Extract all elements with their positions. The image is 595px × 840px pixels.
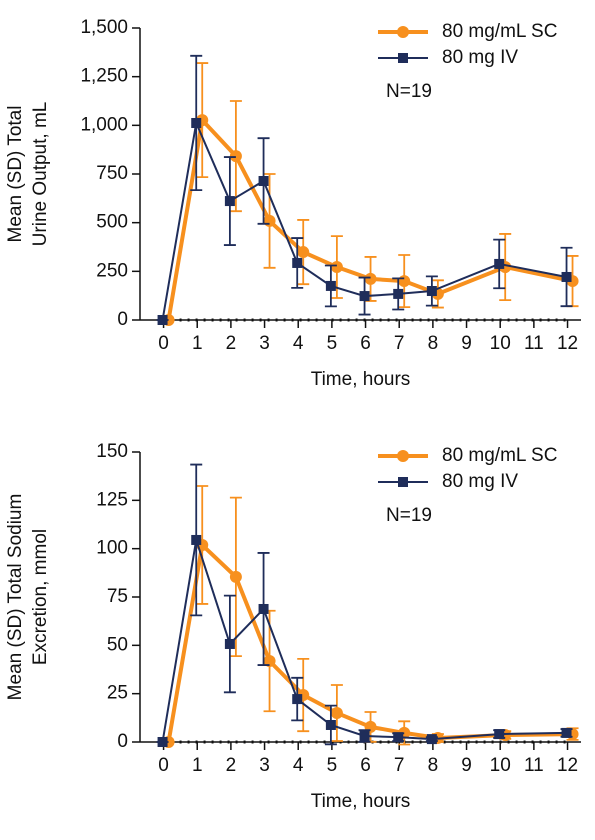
x-axis-title: Time, hours <box>311 369 411 390</box>
marker <box>364 272 377 285</box>
series <box>156 54 573 325</box>
y-tick-label: 75 <box>107 586 128 607</box>
x-tick-label: 2 <box>226 755 237 776</box>
x-tick-label: 1 <box>192 755 203 776</box>
x-tick-label: 3 <box>259 755 270 776</box>
marker <box>263 654 276 667</box>
marker <box>561 727 572 738</box>
marker <box>330 707 343 719</box>
x-axis-title: Time, hours <box>311 791 411 812</box>
y-tick-label: 750 <box>96 163 128 184</box>
x-tick-label: 10 <box>490 755 511 776</box>
y-tick-label: 100 <box>96 538 128 559</box>
legend-marker <box>398 477 408 487</box>
marker <box>292 694 303 705</box>
marker <box>393 732 404 743</box>
x-tick-label: 9 <box>461 755 472 776</box>
marker <box>191 534 202 545</box>
marker <box>224 196 235 207</box>
y-tick-label: 1,250 <box>80 66 128 87</box>
marker <box>426 285 437 296</box>
y-tick-label: 125 <box>96 489 128 510</box>
marker <box>292 257 303 268</box>
marker <box>191 117 202 128</box>
y-tick-label: 25 <box>107 683 128 704</box>
annotation: N=19 <box>386 81 432 102</box>
x-tick-label: 0 <box>158 755 169 776</box>
x-tick-label: 6 <box>360 333 371 354</box>
legend-label: 80 mg/mL SC <box>442 21 557 42</box>
series <box>162 485 579 748</box>
y-axis-title: Mean (SD) Total <box>5 106 26 243</box>
y-axis-title: Urine Output, mL <box>30 102 51 247</box>
legend-marker <box>397 450 409 462</box>
x-tick-label: 11 <box>524 755 544 776</box>
marker <box>494 729 505 740</box>
x-tick-label: 6 <box>360 755 371 776</box>
marker <box>263 214 276 227</box>
y-tick-label: 0 <box>117 731 128 752</box>
y-axis-title: Excretion, mmol <box>30 529 51 665</box>
marker <box>325 719 336 730</box>
y-tick-label: 1,000 <box>80 114 128 135</box>
y-tick-label: 50 <box>107 634 128 655</box>
marker <box>359 291 370 302</box>
y-tick-label: 0 <box>117 309 128 330</box>
y-tick-label: 1,500 <box>80 17 128 38</box>
legend-marker <box>397 26 409 38</box>
x-tick-label: 8 <box>428 333 439 354</box>
y-tick-label: 500 <box>96 212 128 233</box>
legend-marker <box>398 53 408 63</box>
x-tick-label: 12 <box>557 755 578 776</box>
marker <box>398 275 411 288</box>
x-tick-label: 4 <box>293 333 304 354</box>
x-tick-label: 4 <box>293 755 304 776</box>
y-axis-title: Mean (SD) Total Sodium <box>5 494 26 701</box>
legend-label: 80 mg IV <box>442 47 518 68</box>
marker <box>330 261 343 274</box>
marker <box>325 280 336 291</box>
x-tick-label: 9 <box>461 333 472 354</box>
x-tick-label: 10 <box>490 333 511 354</box>
x-tick-label: 12 <box>557 333 578 354</box>
marker <box>258 603 269 614</box>
marker <box>297 246 310 259</box>
x-tick-label: 5 <box>327 755 338 776</box>
marker <box>494 258 505 269</box>
y-tick-label: 150 <box>96 441 128 462</box>
legend-label: 80 mg IV <box>442 471 518 492</box>
x-tick-label: 5 <box>327 333 338 354</box>
series <box>156 463 573 747</box>
x-tick-label: 2 <box>226 333 237 354</box>
x-tick-label: 3 <box>259 333 270 354</box>
marker <box>229 150 242 163</box>
x-tick-label: 7 <box>394 755 405 776</box>
x-tick-label: 7 <box>394 333 405 354</box>
x-tick-label: 0 <box>158 333 169 354</box>
marker <box>224 638 235 649</box>
marker <box>157 315 168 325</box>
y-tick-label: 250 <box>96 260 128 281</box>
marker <box>359 731 370 742</box>
annotation: N=19 <box>386 505 432 526</box>
legend-label: 80 mg/mL SC <box>442 445 557 466</box>
marker <box>426 734 437 745</box>
marker <box>393 288 404 299</box>
x-tick-label: 1 <box>192 333 203 354</box>
marker <box>157 737 168 747</box>
x-tick-label: 11 <box>524 333 544 354</box>
marker <box>229 570 242 583</box>
x-tick-label: 8 <box>428 755 439 776</box>
marker <box>561 271 572 282</box>
series <box>162 62 579 326</box>
marker <box>258 176 269 187</box>
